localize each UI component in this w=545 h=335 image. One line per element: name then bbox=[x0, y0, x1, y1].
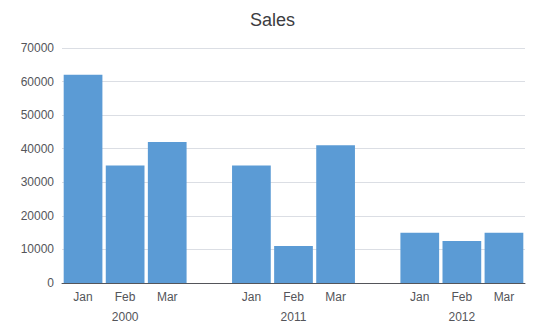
svg-text:60000: 60000 bbox=[21, 75, 55, 89]
svg-text:70000: 70000 bbox=[21, 41, 55, 55]
svg-text:20000: 20000 bbox=[21, 209, 55, 223]
svg-text:Mar: Mar bbox=[494, 290, 515, 304]
svg-text:Sales: Sales bbox=[250, 10, 295, 30]
svg-text:Jan: Jan bbox=[242, 290, 261, 304]
svg-text:Feb: Feb bbox=[283, 290, 304, 304]
svg-text:2011: 2011 bbox=[281, 310, 307, 324]
svg-text:30000: 30000 bbox=[21, 175, 55, 189]
svg-text:Jan: Jan bbox=[410, 290, 429, 304]
svg-text:2012: 2012 bbox=[449, 310, 476, 324]
svg-text:Mar: Mar bbox=[325, 290, 346, 304]
svg-text:50000: 50000 bbox=[21, 108, 55, 122]
svg-text:Mar: Mar bbox=[157, 290, 178, 304]
svg-text:0: 0 bbox=[47, 276, 54, 290]
svg-text:Feb: Feb bbox=[452, 290, 473, 304]
svg-text:40000: 40000 bbox=[21, 142, 55, 156]
svg-text:2000: 2000 bbox=[112, 310, 139, 324]
svg-text:10000: 10000 bbox=[21, 242, 55, 256]
svg-text:Feb: Feb bbox=[115, 290, 136, 304]
svg-text:Jan: Jan bbox=[73, 290, 92, 304]
